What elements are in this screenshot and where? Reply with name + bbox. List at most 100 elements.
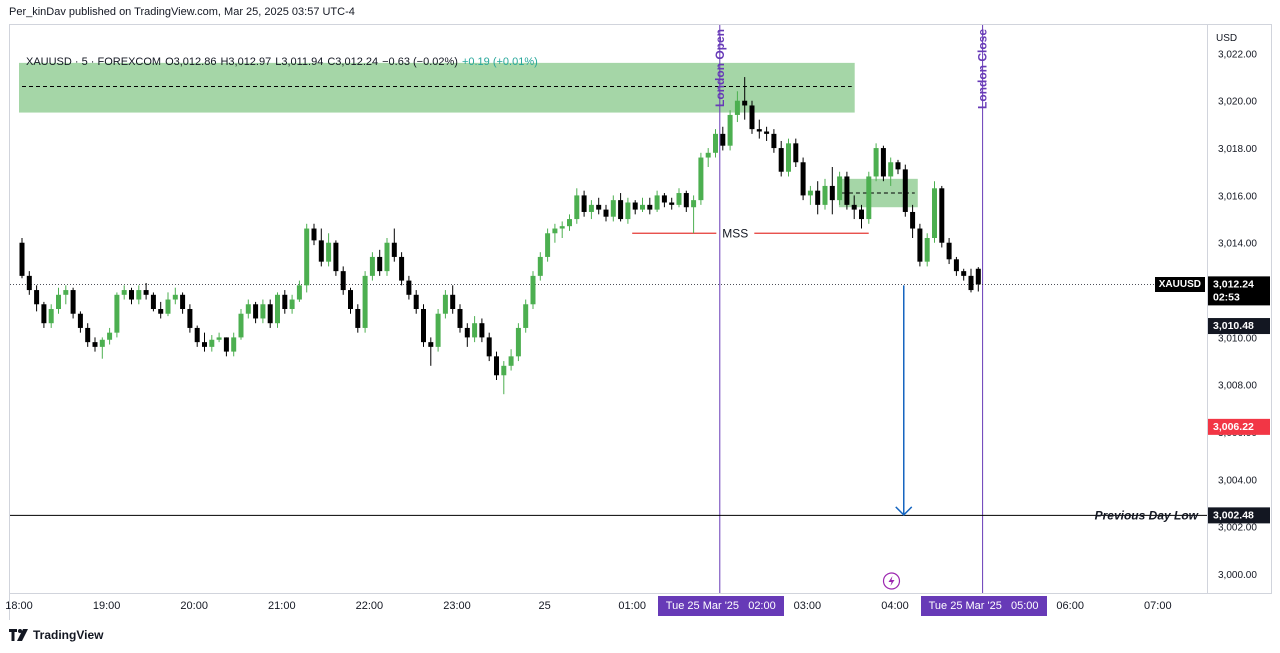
time-badge-1: Tue 25 Mar '25 05:00 — [920, 596, 1047, 616]
candle-body-100 — [749, 105, 755, 130]
candle-body-57 — [435, 313, 441, 347]
candle-body-94 — [705, 152, 711, 158]
currency-label[interactable]: USD — [1216, 33, 1238, 44]
tradingview-logo-icon — [9, 629, 28, 641]
candle-body-90 — [676, 193, 682, 205]
candle-body-28 — [223, 337, 229, 352]
price-badge-0-text: 3,010.48 — [1213, 320, 1254, 332]
last-price-symbol-tag: XAUUSD — [1154, 277, 1205, 293]
candle-body-43 — [333, 242, 339, 272]
candle-body-127 — [946, 242, 952, 260]
candle-body-39 — [304, 228, 310, 286]
candle-body-38 — [296, 285, 302, 300]
change-secondary-value: +0.19 (+0.01%) — [461, 56, 538, 68]
candle-body-85 — [640, 204, 645, 210]
candle-body-32 — [253, 304, 259, 319]
candle-body-31 — [245, 304, 251, 314]
high-value: H3,012.97 — [220, 56, 272, 68]
change-value: −0.63 (−0.02%) — [382, 56, 458, 68]
candle-body-62 — [472, 323, 478, 338]
candle-body-108 — [807, 190, 813, 196]
price-tick-label: 3,010.00 — [1218, 333, 1257, 344]
candle-body-131 — [975, 268, 981, 285]
candle-body-22 — [180, 294, 186, 309]
price-tick-label: 3,000.00 — [1218, 570, 1257, 581]
candle-body-58 — [442, 294, 448, 314]
candle-body-59 — [450, 294, 456, 309]
candle-body-55 — [421, 309, 426, 343]
candle-body-6 — [63, 290, 69, 295]
candle-body-98 — [734, 100, 740, 115]
footer-brand-label: TradingView — [33, 628, 104, 642]
candle-body-92 — [691, 200, 697, 208]
close-value: C3,012.24 — [327, 56, 379, 68]
price-badge-1-bg — [1208, 418, 1270, 435]
lightning-icon — [888, 576, 895, 586]
candle-body-30 — [238, 313, 244, 338]
candle-body-46 — [355, 309, 361, 328]
candle-body-112 — [837, 176, 843, 201]
candle-body-119 — [888, 162, 894, 177]
price-badge-2-text: 3,002.48 — [1213, 509, 1254, 521]
time-tick-label: 03:00 — [793, 600, 822, 612]
candle-body-106 — [793, 143, 799, 163]
candle-body-24 — [194, 327, 200, 343]
candle-body-44 — [340, 271, 346, 291]
candle-body-75 — [567, 219, 572, 227]
candle-body-45 — [348, 290, 353, 309]
candle-body-21 — [172, 294, 178, 300]
candle-body-128 — [953, 259, 959, 272]
candlestick-chart[interactable]: London Open London Close Previous Day Low M… — [10, 25, 1207, 593]
candle-body-33 — [260, 304, 266, 319]
candle-body-96 — [720, 133, 726, 146]
price-axis[interactable]: USD 3,022.00 3,020.00 3,018.00 3,016.00 3,01… — [1154, 24, 1272, 594]
candle-body-49 — [377, 256, 383, 272]
candle-body-86 — [647, 204, 653, 210]
price-badge-0-bg — [1208, 318, 1270, 335]
low-value: L3,011.94 — [275, 56, 324, 68]
time-tick-label: 04:00 — [881, 600, 909, 612]
candle-body-40 — [311, 228, 317, 241]
time-axis[interactable]: 18:00 19:00 20:00 21:00 22:00 23:00 25 01:00 03:… — [5, 594, 1272, 620]
candle-body-110 — [822, 185, 828, 205]
candle-body-47 — [362, 275, 368, 328]
candle-body-129 — [961, 271, 967, 276]
last-price-badge-bg — [1208, 276, 1270, 306]
candle-body-8 — [77, 313, 83, 328]
candle-body-123 — [917, 228, 923, 262]
time-tick-label: 07:00 — [1144, 600, 1172, 612]
price-tick-label: 3,016.00 — [1218, 191, 1257, 202]
candle-body-68 — [515, 327, 521, 357]
symbol-label[interactable]: XAUUSD · 5 · FOREXCOM — [26, 56, 162, 68]
candle-body-81 — [610, 200, 616, 217]
candle-body-67 — [508, 356, 514, 366]
candle-body-56 — [428, 342, 434, 347]
candle-body-69 — [523, 304, 529, 328]
candle-body-101 — [756, 129, 762, 132]
time-tick-label: 01:00 — [618, 600, 646, 612]
candle-body-76 — [574, 195, 580, 220]
candle-body-15 — [129, 290, 134, 300]
candle-body-34 — [267, 304, 273, 324]
candle-body-1 — [26, 275, 32, 291]
candle-body-50 — [384, 242, 390, 272]
candle-body-60 — [457, 309, 463, 328]
chart-pane[interactable]: London Open London Close Previous Day Low M… — [9, 24, 1208, 594]
publisher-text: Per_kinDav published on TradingView.com,… — [9, 6, 355, 18]
candle-body-116 — [866, 176, 872, 220]
candle-body-19 — [158, 309, 164, 314]
candle-body-48 — [369, 256, 375, 276]
candle-body-18 — [150, 294, 156, 309]
candle-body-122 — [910, 211, 916, 229]
price-badge-2-bg — [1208, 507, 1270, 524]
price-badge-1-text: 3,006.22 — [1213, 421, 1254, 433]
time-tick-label: 06:00 — [1056, 600, 1084, 612]
candle-body-52 — [399, 256, 405, 281]
candle-body-79 — [596, 204, 602, 210]
footer-brand: TradingView — [9, 628, 103, 642]
time-tick-label: 25 — [538, 600, 551, 612]
candle-body-53 — [406, 280, 412, 295]
price-axis-svg: 3,022.00 3,020.00 3,018.00 3,016.00 3,014.00… — [1208, 49, 1270, 581]
candle-body-20 — [165, 299, 171, 314]
candle-body-107 — [800, 162, 806, 196]
